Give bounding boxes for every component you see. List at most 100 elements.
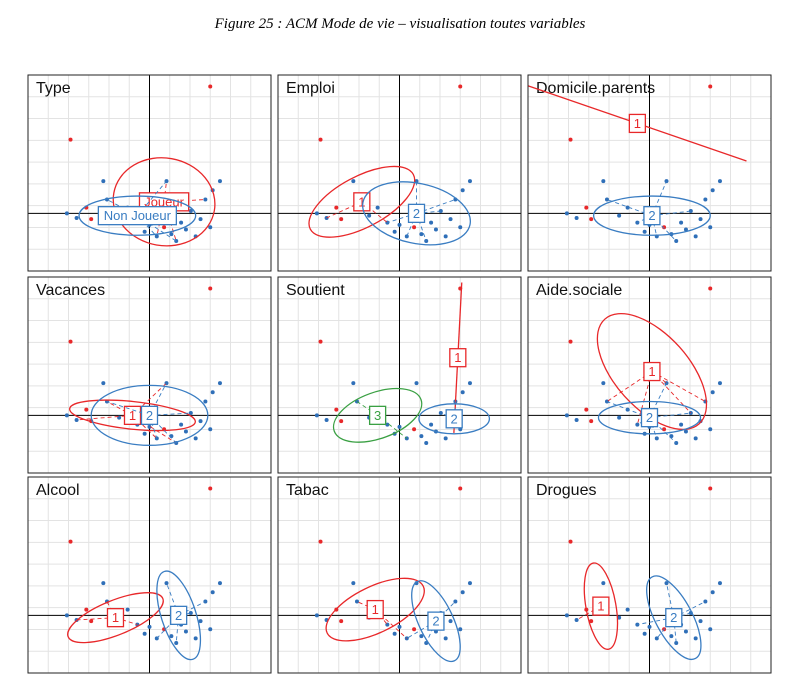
confidence-ellipse — [583, 562, 619, 650]
data-point — [169, 634, 174, 639]
data-point — [568, 137, 573, 142]
dashed-link — [132, 415, 158, 439]
category-label-box — [353, 192, 371, 212]
data-point — [708, 486, 713, 491]
category-label: 2 — [451, 411, 458, 426]
data-point — [467, 381, 472, 386]
data-point — [448, 217, 453, 222]
data-point — [568, 539, 573, 544]
data-point — [458, 84, 463, 89]
data-point — [679, 220, 684, 225]
data-point — [662, 225, 667, 230]
data-point — [217, 381, 222, 386]
data-point — [208, 427, 213, 432]
data-point — [208, 486, 213, 491]
data-point — [688, 209, 693, 214]
data-point — [188, 411, 193, 416]
data-point — [708, 427, 713, 432]
category-label-box — [445, 409, 463, 429]
category-label: 1 — [597, 599, 604, 614]
data-point — [183, 227, 188, 232]
data-point — [314, 613, 319, 618]
data-point — [568, 339, 573, 344]
data-point — [708, 627, 713, 632]
data-point — [193, 436, 198, 441]
data-point — [584, 407, 589, 412]
category-label-box — [628, 113, 646, 134]
data-point — [574, 417, 579, 422]
data-point — [412, 225, 417, 230]
data-point — [564, 413, 569, 418]
confidence-ellipse — [156, 570, 202, 661]
category-label-box — [366, 599, 384, 620]
data-point — [617, 615, 622, 620]
data-point — [217, 581, 222, 586]
data-point — [708, 225, 713, 230]
data-point — [169, 232, 174, 237]
data-point — [68, 539, 73, 544]
data-point — [717, 179, 722, 184]
data-point — [693, 436, 698, 441]
data-point — [314, 413, 319, 418]
data-point — [68, 339, 73, 344]
data-point — [589, 217, 594, 222]
data-point — [647, 624, 652, 629]
data-point — [601, 581, 606, 586]
data-point — [64, 613, 69, 618]
category-label-box — [140, 405, 159, 426]
dashed-link — [637, 617, 674, 626]
data-point — [101, 581, 106, 586]
data-point — [142, 229, 147, 234]
data-point — [351, 581, 356, 586]
facet-frame — [27, 276, 272, 474]
dashed-link — [673, 617, 677, 644]
data-point — [564, 211, 569, 216]
data-point — [460, 188, 465, 193]
data-point — [397, 222, 402, 227]
confidence-ellipse — [67, 592, 164, 644]
facet-title: Soutient — [286, 282, 345, 299]
data-point — [460, 590, 465, 595]
facet-title: Alcool — [36, 482, 80, 499]
category-label-box — [97, 206, 177, 226]
dashed-link — [149, 382, 167, 416]
facet-panel: Soutient 1 2 3 — [277, 276, 522, 474]
data-point — [642, 229, 647, 234]
category-label-box — [427, 611, 445, 631]
facet-panel: Emploi 1 2 — [277, 74, 522, 272]
category-label: 2 — [146, 408, 153, 423]
data-point — [683, 629, 688, 634]
data-point — [84, 407, 89, 412]
data-point — [683, 227, 688, 232]
data-point — [683, 429, 688, 434]
data-point — [351, 179, 356, 184]
dashed-link — [137, 215, 158, 237]
category-label: Joueur — [144, 194, 184, 209]
data-point — [367, 213, 372, 218]
data-point — [617, 415, 622, 420]
data-point — [142, 431, 147, 436]
data-point — [419, 232, 424, 237]
facet-frame — [527, 276, 772, 474]
data-point — [74, 215, 79, 220]
category-label-box — [449, 348, 467, 368]
data-point — [334, 407, 339, 412]
category-label: 1 — [358, 194, 365, 209]
category-label-box — [643, 206, 661, 226]
data-point — [101, 179, 106, 184]
data-point — [448, 619, 453, 624]
category-label-box — [592, 596, 610, 616]
data-point — [412, 627, 417, 632]
data-point — [193, 636, 198, 641]
category-label-box — [640, 408, 659, 428]
data-point — [419, 634, 424, 639]
category-label: Non Joueur — [104, 208, 172, 223]
data-point — [208, 627, 213, 632]
data-point — [339, 217, 344, 222]
data-point — [392, 229, 397, 234]
facet-frame — [527, 74, 772, 272]
data-point — [208, 286, 213, 291]
data-point — [392, 631, 397, 636]
data-point — [635, 422, 640, 427]
